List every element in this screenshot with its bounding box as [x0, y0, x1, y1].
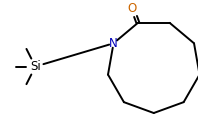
Text: O: O	[128, 2, 137, 15]
Text: N: N	[109, 37, 118, 50]
Text: Si: Si	[30, 60, 41, 73]
